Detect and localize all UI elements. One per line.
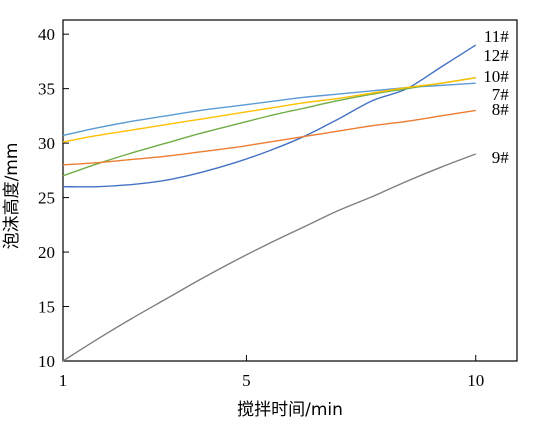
series-line-7 xyxy=(62,77,476,143)
series-label-11: 11# xyxy=(484,27,509,46)
series-label-9: 9# xyxy=(492,148,510,167)
y-tick-label: 20 xyxy=(38,243,55,262)
series-group xyxy=(62,44,477,362)
y-tick-label: 40 xyxy=(38,25,55,44)
y-tick-label: 25 xyxy=(38,189,55,208)
y-tick-label: 10 xyxy=(38,352,55,371)
y-tick-label: 35 xyxy=(38,80,55,99)
plot-frame xyxy=(62,19,518,362)
series-labels: 11#12# 10#7#8# 9# xyxy=(483,27,509,167)
series-line-8 xyxy=(62,109,476,166)
x-tick-label: 10 xyxy=(467,371,484,390)
series-label-7: 7# xyxy=(492,85,510,104)
series-line-9 xyxy=(62,153,476,362)
series-line-10 xyxy=(62,77,476,177)
series-label-12: 12# xyxy=(483,46,509,65)
y-axis-title: 泡沫高度/mm xyxy=(2,143,22,250)
x-tick-label: 1 xyxy=(59,371,68,390)
x-axis-title: 搅拌时间/min xyxy=(237,400,343,420)
series-label-8: 8# xyxy=(492,100,510,119)
y-tick-label: 15 xyxy=(38,298,55,317)
x-tick-label: 5 xyxy=(242,371,251,390)
y-tick-label: 30 xyxy=(38,134,55,153)
series-line-12 xyxy=(62,82,476,137)
series-label-10: 10# xyxy=(483,67,509,86)
